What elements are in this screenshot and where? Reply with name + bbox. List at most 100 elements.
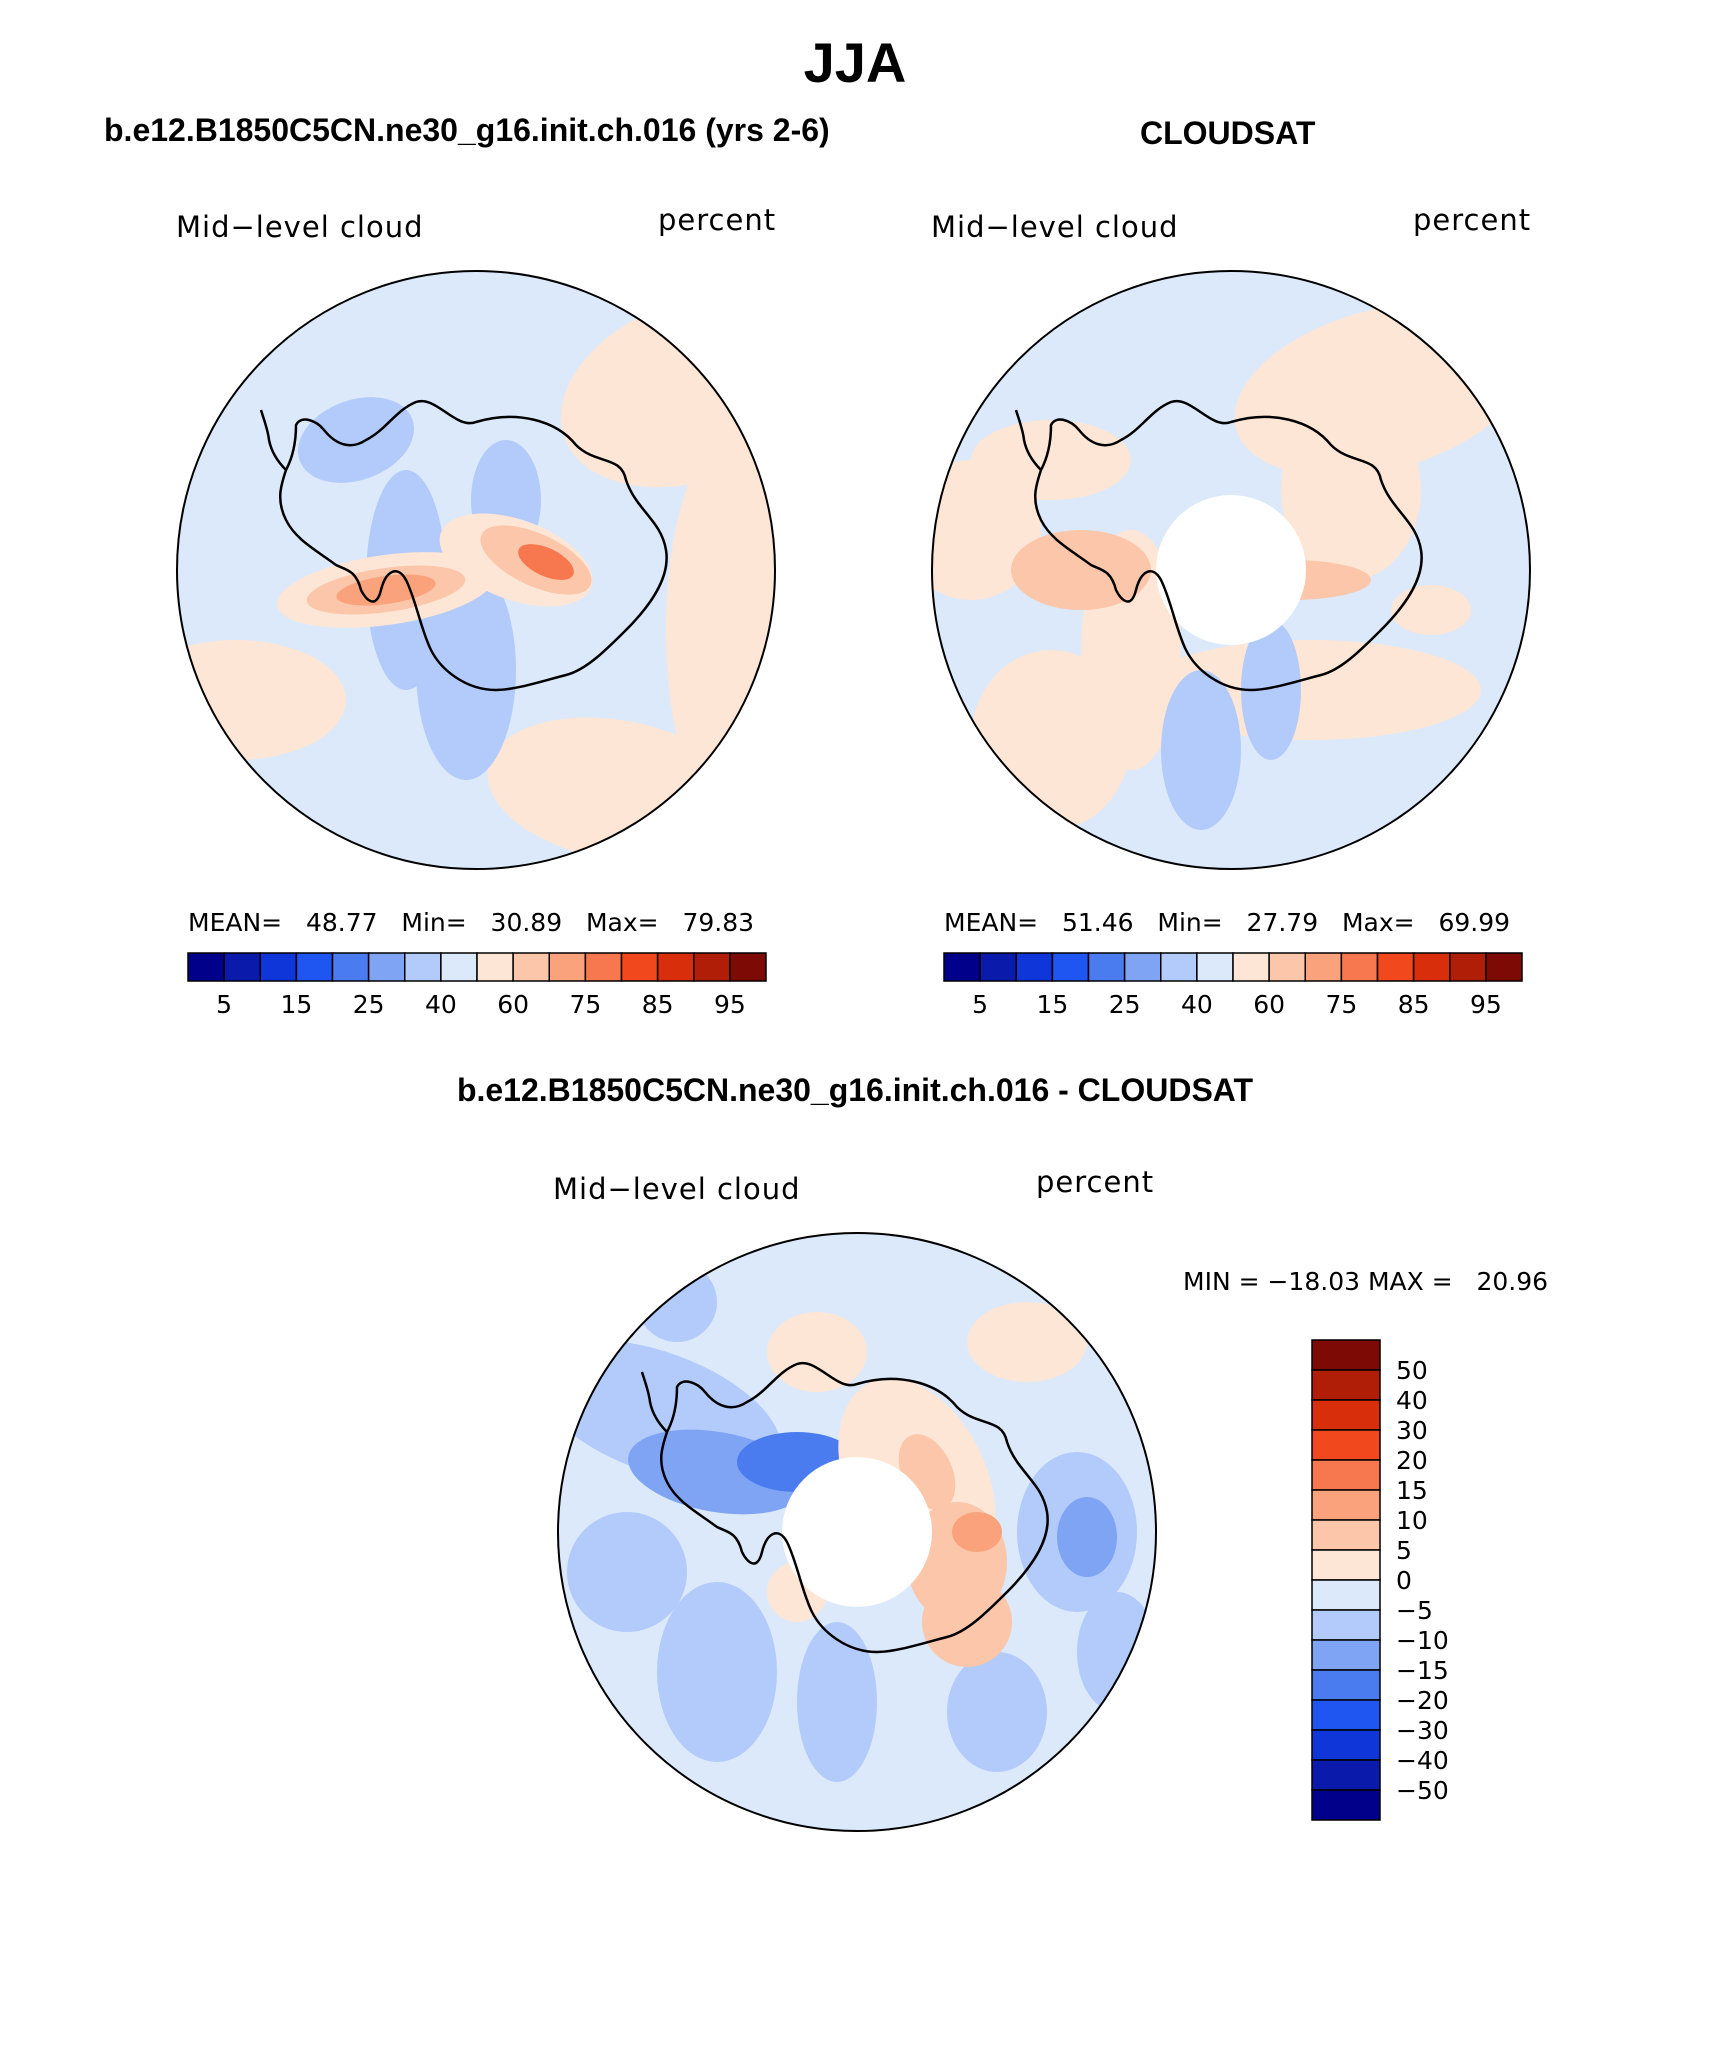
max-value: 79.83 (682, 908, 755, 937)
colorbar-tick-label: 0 (1396, 1566, 1412, 1595)
mean-label: MEAN= (188, 908, 283, 937)
cloud-field-contour (1241, 620, 1301, 760)
max-label: Max= (585, 908, 659, 937)
units-label-diff: percent (1036, 1165, 1155, 1199)
map-boundary (557, 1232, 1157, 1832)
cloud-field-contour (797, 1622, 877, 1782)
colorbar-tick-label: 5 (1396, 1536, 1412, 1565)
panel-title-model: b.e12.B1850C5CN.ne30_g16.init.ch.016 (yr… (104, 112, 830, 148)
colorbar-swatch (1449, 952, 1487, 982)
polar-map-diff (557, 1232, 1157, 1832)
colorbar-swatch (404, 952, 442, 982)
stats-diff: MIN = −18.03 MAX = 20.96 (1183, 1267, 1549, 1296)
colorbar-tick-label: 10 (1396, 1506, 1428, 1535)
colorbar-swatch (367, 952, 406, 982)
colorbar-tick-label: −15 (1396, 1656, 1449, 1685)
colorbar-swatch (979, 952, 1017, 982)
colorbar-tick-label: −50 (1396, 1776, 1449, 1805)
colorbar-swatch (1160, 952, 1198, 982)
cloud-field-contour (1057, 1497, 1117, 1577)
colorbar-swatch (1311, 1399, 1381, 1431)
colorbar-tick-label: 25 (1109, 990, 1141, 1019)
colorbar-swatch (1311, 1789, 1381, 1821)
colorbar-swatch (1311, 1639, 1381, 1671)
colorbar-swatch (1311, 1519, 1381, 1551)
colorbar-swatch (1340, 952, 1379, 982)
colorbar-swatch (512, 952, 550, 982)
min-label: Min= (1157, 908, 1223, 937)
colorbar-swatch (1311, 1759, 1381, 1791)
colorbar-swatch (693, 952, 731, 982)
cloud-field-contour (657, 1582, 777, 1762)
colorbar-tick-label: −10 (1396, 1626, 1449, 1655)
map-boundary (931, 270, 1531, 870)
polar-map-model (176, 270, 776, 870)
colorbar-swatch (943, 952, 981, 982)
cloud-field-contour (336, 574, 436, 606)
cloud-field-contour (1011, 530, 1151, 610)
colorbar-swatch (1123, 952, 1162, 982)
polar-map-obs (931, 270, 1531, 870)
cloud-field-contour (416, 560, 516, 780)
colorbar-swatch (1268, 952, 1306, 982)
colorbar-swatch (1232, 952, 1270, 982)
colorbar-swatch (1311, 1489, 1381, 1521)
mean-label: MEAN= (944, 908, 1039, 937)
colorbar-tick-label: −5 (1396, 1596, 1433, 1625)
cloud-field-contour (767, 1312, 867, 1392)
cloud-field-contour (952, 1512, 1002, 1552)
colorbar-swatch (295, 952, 334, 982)
mean-value: 51.46 (1061, 908, 1134, 937)
colorbar-tick-label: 95 (1470, 990, 1502, 1019)
colorbar-swatch (440, 952, 478, 982)
colorbar-swatch (223, 952, 261, 982)
colorbar-tick-label: 75 (569, 990, 601, 1019)
colorbar-tick-label: 5 (216, 990, 232, 1019)
colorbar-tick-label: 50 (1396, 1356, 1428, 1385)
colorbar-swatch (1311, 1699, 1381, 1731)
peninsula-coastline (259, 409, 287, 471)
colorbar-tick-label: 75 (1325, 990, 1357, 1019)
antarctica-coastline (1034, 399, 1423, 692)
colorbar-swatch (656, 952, 695, 982)
colorbar-swatch (187, 952, 225, 982)
map-boundary (176, 270, 776, 870)
colorbar-obs: 5 15 25 40 60 75 85 95 (943, 952, 1523, 1019)
units-label-model: percent (658, 203, 777, 237)
colorbar-swatch (1376, 952, 1415, 982)
colorbar-swatch (1196, 952, 1234, 982)
var-label-diff: Mid−level cloud (553, 1172, 801, 1206)
figure-title: JJA (803, 31, 907, 94)
max-label: Max= (1341, 908, 1415, 937)
peninsula-coastline (640, 1371, 668, 1433)
cloud-field-contour (518, 544, 574, 580)
colorbar-swatch (1311, 1339, 1381, 1371)
colorbar-tick-label: 15 (1036, 990, 1068, 1019)
colorbar-model: 5 15 25 40 60 75 85 95 (187, 952, 767, 1019)
colorbar-swatch (729, 952, 767, 982)
panel-title-diff: b.e12.B1850C5CN.ne30_g16.init.ch.016 - C… (456, 1072, 1254, 1108)
colorbar-swatch (331, 952, 370, 982)
colorbar-tick-label: 85 (1398, 990, 1430, 1019)
panel-title-obs: CLOUDSAT (1140, 115, 1316, 151)
cloud-field-contour (567, 1512, 687, 1632)
colorbar-tick-label: 40 (1396, 1386, 1428, 1415)
cloud-field-contour (1161, 670, 1241, 830)
colorbar-tick-label: 20 (1396, 1446, 1428, 1475)
colorbar-swatch (1311, 1459, 1381, 1491)
colorbar-swatch (620, 952, 659, 982)
var-label-model: Mid−level cloud (176, 210, 424, 244)
cloud-field-contour (297, 397, 415, 483)
antarctica-coastline (660, 1361, 1049, 1654)
cloud-field-contour (947, 1652, 1047, 1772)
stats-obs: MEAN= 51.46 Min= 27.79 Max= 69.99 (944, 908, 1510, 937)
colorbar-tick-label: −30 (1396, 1716, 1449, 1745)
min-value: 27.79 (1246, 908, 1319, 937)
colorbar-tick-label: −40 (1396, 1746, 1449, 1775)
var-label-obs: Mid−level cloud (931, 210, 1179, 244)
colorbar-tick-label: 5 (972, 990, 988, 1019)
units-label-obs: percent (1413, 203, 1532, 237)
missing-data-area (782, 1457, 932, 1607)
cloud-field-contour (967, 1302, 1087, 1382)
colorbar-swatch (259, 952, 298, 982)
